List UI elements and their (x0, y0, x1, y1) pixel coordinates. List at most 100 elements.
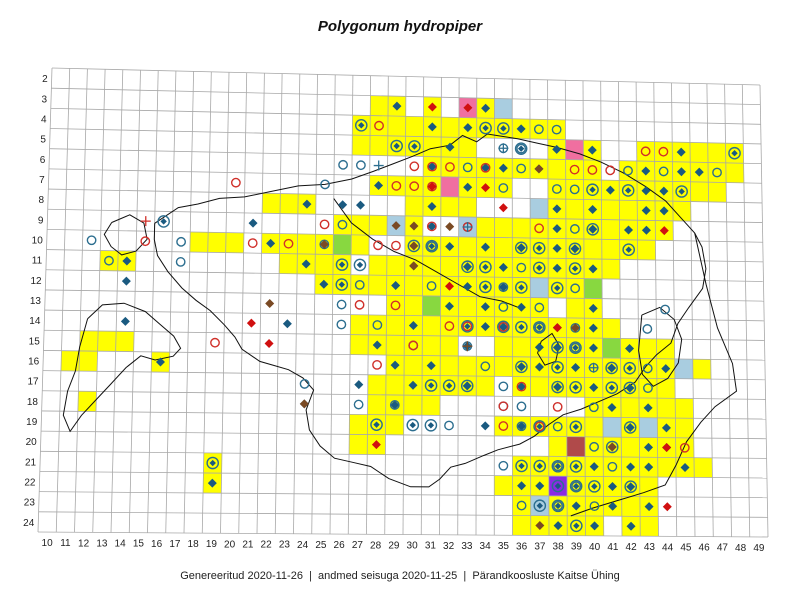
record-diamond (481, 103, 491, 113)
record-diamond (391, 221, 401, 231)
record-diamond (644, 442, 654, 452)
record-diamond (588, 323, 598, 333)
record-circle (658, 146, 669, 157)
x-grid-label: 40 (589, 542, 601, 553)
record-diamond (409, 221, 419, 231)
x-grid-label: 38 (553, 542, 565, 553)
record-circle (533, 459, 547, 473)
record-circle (552, 401, 563, 412)
record-diamond (572, 483, 580, 490)
record-diamond (480, 322, 490, 332)
occupied-cell (494, 237, 513, 258)
record-diamond (643, 403, 653, 413)
record-diamond (428, 243, 435, 250)
occupied-cell (565, 159, 584, 180)
occupied-cell (422, 295, 441, 316)
record-circle (498, 321, 509, 332)
occupied-cell (638, 378, 658, 399)
y-grid-label: 8 (38, 195, 44, 206)
record-circle (587, 165, 598, 175)
occupied-cell (297, 233, 316, 255)
record-diamond (608, 364, 615, 372)
record-diamond (552, 224, 562, 234)
record-diamond (354, 380, 364, 390)
y-grid-label: 5 (40, 135, 46, 146)
record-circle (353, 399, 364, 410)
record-circle (569, 420, 583, 434)
occupied-cell (458, 137, 477, 158)
record-circle (533, 124, 544, 135)
record-diamond (411, 143, 418, 150)
record-diamond (644, 462, 654, 472)
x-grid-label: 26 (334, 540, 346, 551)
grid-line (37, 531, 769, 538)
record-diamond (209, 459, 216, 467)
record-circle (299, 379, 310, 389)
record-diamond (516, 124, 526, 134)
record-diamond (120, 316, 130, 326)
grid-line (48, 188, 763, 204)
record-circle (675, 185, 688, 198)
record-circle (552, 421, 563, 432)
occupied-cell (458, 236, 477, 257)
record-diamond (338, 261, 346, 268)
record-diamond (445, 281, 455, 291)
record-circle (175, 257, 186, 267)
record-diamond (302, 199, 312, 209)
record-circle (497, 320, 510, 334)
record-circle (568, 242, 582, 256)
record-circle (623, 421, 637, 434)
record-circle (444, 321, 455, 331)
record-circle (514, 241, 528, 255)
x-grid-label: 22 (261, 540, 273, 551)
occupied-cell (601, 219, 620, 240)
record-diamond (552, 204, 562, 214)
occupied-cell (601, 239, 620, 260)
record-circle (623, 361, 636, 375)
grid-line (366, 75, 371, 535)
record-circle (408, 340, 419, 351)
record-diamond (390, 360, 400, 370)
record-diamond (427, 162, 437, 172)
grid-line (274, 73, 283, 534)
occupied-cell (675, 437, 694, 458)
record-diamond (571, 501, 581, 511)
grid-line (635, 82, 641, 537)
occupied-cell (725, 162, 744, 183)
record-circle (337, 219, 348, 230)
grid-line (51, 87, 761, 106)
occupied-cell (115, 331, 135, 352)
occupied-cell (690, 142, 708, 163)
record-diamond (535, 521, 545, 531)
record-circle (552, 461, 563, 472)
grid-line (49, 148, 762, 165)
record-circle (140, 236, 151, 247)
record-diamond (498, 203, 508, 213)
record-diamond (536, 324, 543, 331)
record-diamond (464, 382, 471, 390)
y-grid-label: 13 (30, 296, 42, 307)
record-circle (479, 260, 492, 274)
occupied-cell (440, 335, 459, 356)
occupied-cell (404, 295, 423, 316)
grid-line (347, 75, 354, 535)
record-diamond (590, 521, 600, 531)
occupied-cell (656, 338, 675, 359)
occupied-cell (385, 414, 404, 435)
record-diamond (573, 522, 580, 529)
record-circle (551, 380, 564, 394)
record-circle (391, 180, 402, 191)
x-grid-label: 18 (188, 539, 200, 550)
occupied-cell (639, 476, 659, 497)
record-diamond (589, 186, 596, 193)
occupied-cell (349, 414, 368, 435)
record-circle (247, 238, 258, 248)
occupied-cell (637, 240, 656, 260)
record-circle (533, 321, 546, 334)
record-diamond (641, 225, 651, 235)
record-diamond (462, 282, 472, 292)
grid-line (45, 269, 764, 282)
record-diamond (248, 218, 258, 228)
record-circle (442, 379, 456, 393)
occupied-cell (404, 355, 423, 376)
